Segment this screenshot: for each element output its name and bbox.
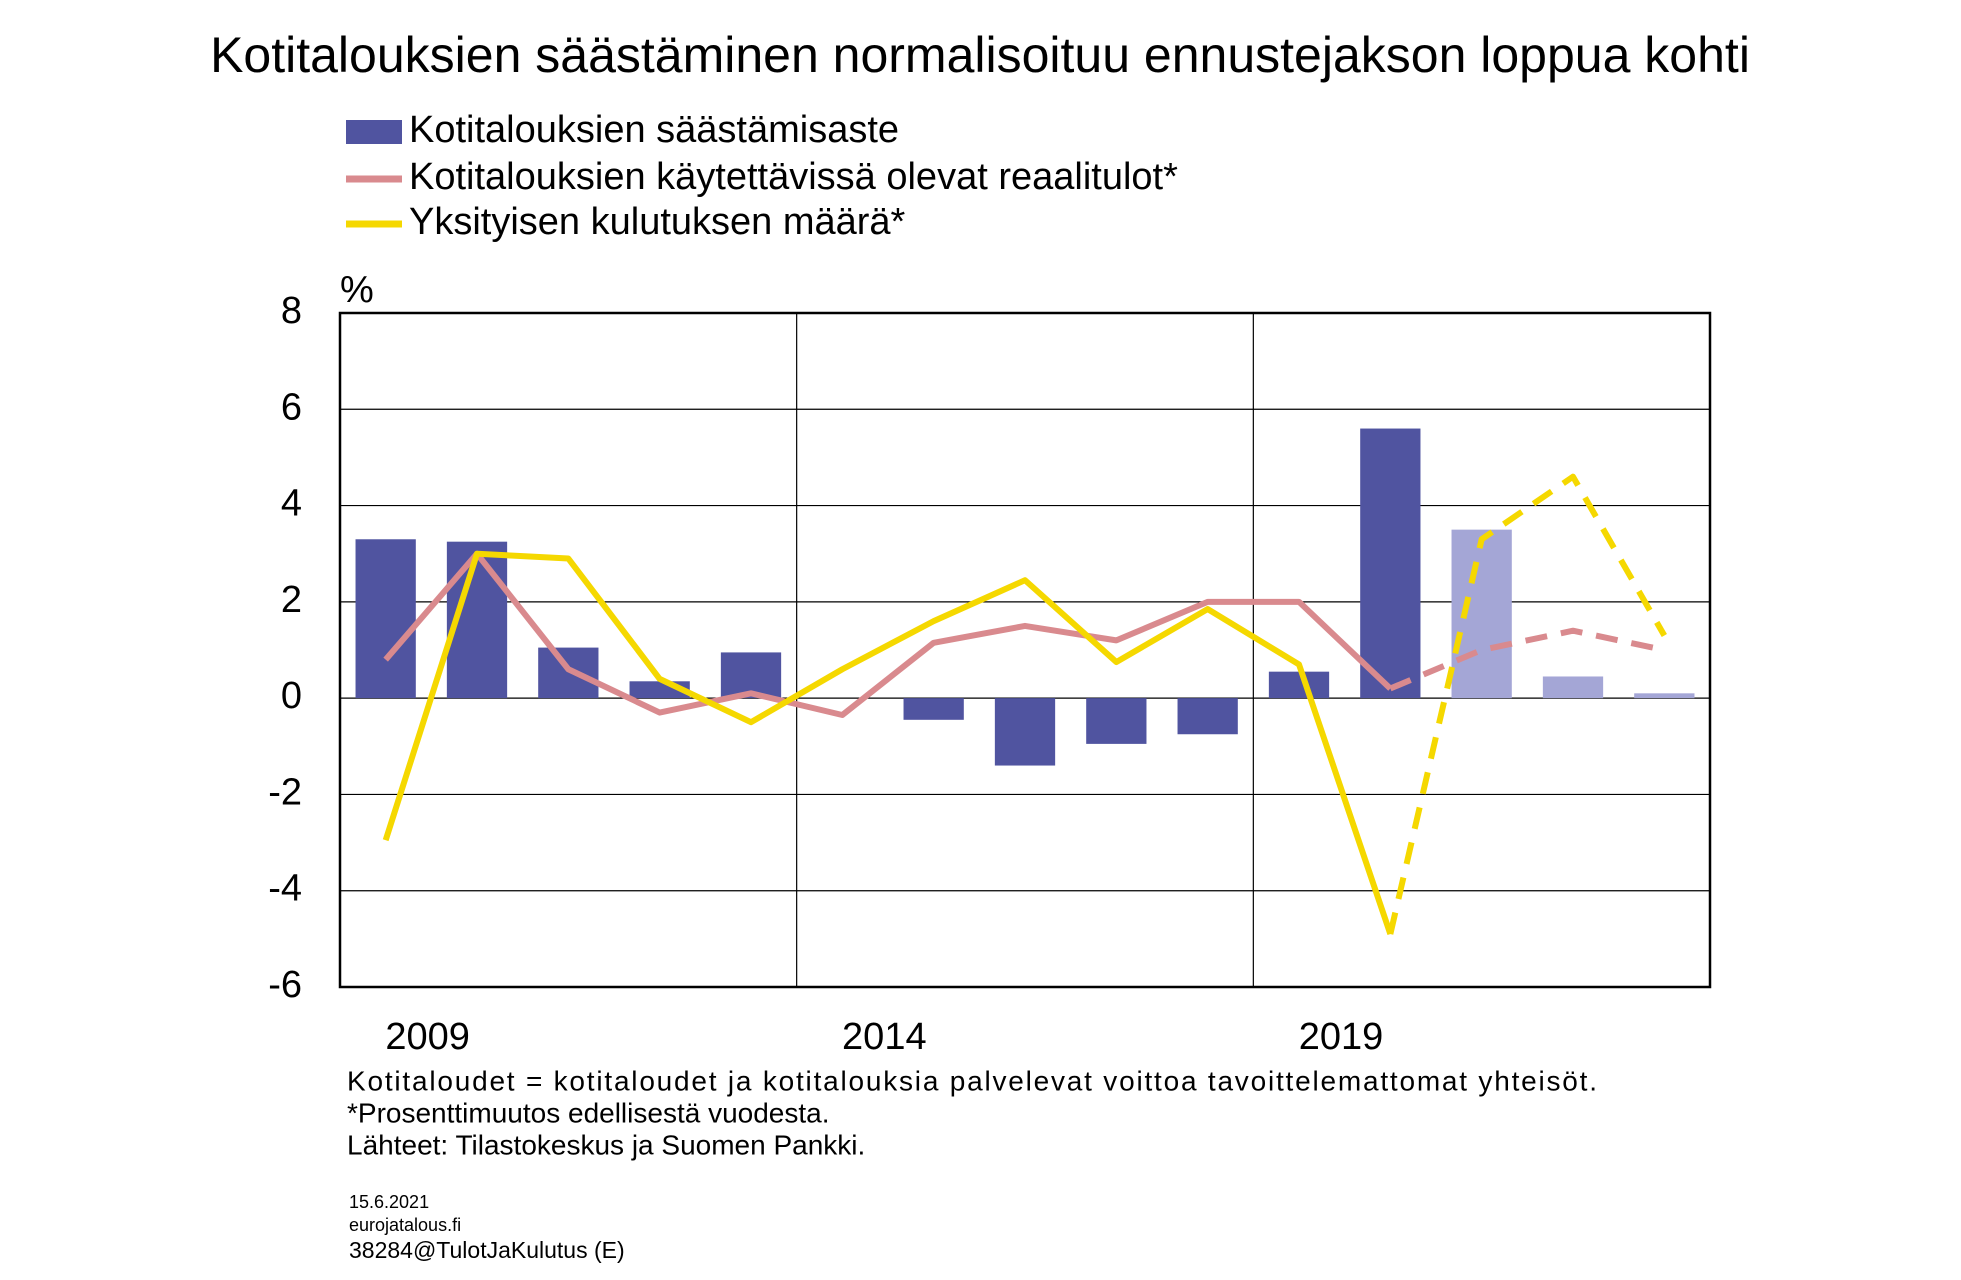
y-tick-label: 0 (281, 675, 302, 717)
bar (1634, 693, 1695, 699)
y-unit: % (340, 269, 374, 311)
line-series (1387, 473, 1667, 935)
bar (355, 539, 416, 699)
x-tick-label: 2009 (385, 1016, 470, 1058)
bar (1086, 698, 1147, 744)
bar (1542, 676, 1604, 699)
line-series (383, 550, 1393, 718)
y-tick-label: 8 (281, 290, 302, 332)
chart-title: Kotitalouksien säästäminen normalisoituu… (210, 27, 1750, 83)
footnote: Lähteet: Tilastokeskus ja Suomen Pankki. (347, 1129, 865, 1160)
legend-label: Kotitalouksien käytettävissä olevat reaa… (409, 156, 1178, 198)
footnote: *Prosenttimuutos edellisestä vuodesta. (347, 1097, 830, 1128)
y-tick-label: 4 (281, 483, 302, 525)
y-tick-label: 6 (281, 386, 302, 428)
line-series (1389, 627, 1665, 692)
x-tick-label: 2014 (842, 1016, 927, 1058)
bar (1177, 698, 1238, 735)
bar (1451, 529, 1512, 699)
bar (538, 647, 599, 699)
y-tick-label: 2 (281, 579, 302, 621)
legend-label: Yksityisen kulutuksen määrä* (409, 201, 906, 243)
bar (994, 698, 1056, 766)
site: eurojatalous.fi (349, 1215, 461, 1235)
plot-frame (338, 311, 1712, 989)
code: 38284@TulotJaKulutus (E) (349, 1237, 625, 1263)
line-series (382, 550, 1394, 936)
bar (903, 698, 964, 720)
legend-label: Kotitalouksien säästämisaste (409, 109, 899, 151)
y-tick-label: -6 (268, 964, 302, 1006)
bar (1268, 671, 1330, 699)
y-tick-label: -4 (268, 868, 302, 910)
bar (1360, 428, 1421, 699)
x-tick-label: 2019 (1299, 1016, 1384, 1058)
footnote: Kotitaloudet = kotitaloudet ja kotitalou… (347, 1065, 1597, 1096)
legend-swatch (346, 120, 402, 144)
date: 15.6.2021 (349, 1192, 429, 1212)
y-tick-label: -2 (268, 771, 302, 813)
